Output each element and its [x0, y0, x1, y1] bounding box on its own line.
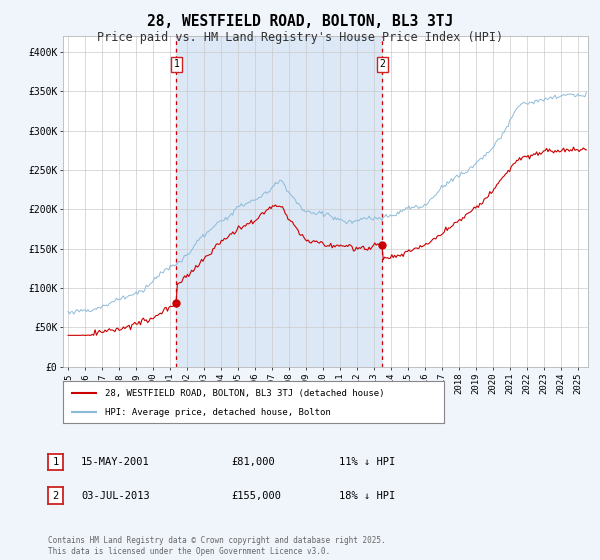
- Text: 15-MAY-2001: 15-MAY-2001: [81, 457, 150, 467]
- Text: 2: 2: [379, 59, 385, 69]
- Text: 28, WESTFIELD ROAD, BOLTON, BL3 3TJ: 28, WESTFIELD ROAD, BOLTON, BL3 3TJ: [147, 14, 453, 29]
- Text: £155,000: £155,000: [231, 491, 281, 501]
- Text: HPI: Average price, detached house, Bolton: HPI: Average price, detached house, Bolt…: [105, 408, 331, 417]
- Text: Contains HM Land Registry data © Crown copyright and database right 2025.
This d: Contains HM Land Registry data © Crown c…: [48, 536, 386, 556]
- Text: Price paid vs. HM Land Registry's House Price Index (HPI): Price paid vs. HM Land Registry's House …: [97, 31, 503, 44]
- Text: 2: 2: [52, 491, 59, 501]
- Text: 1: 1: [173, 59, 179, 69]
- Text: 03-JUL-2013: 03-JUL-2013: [81, 491, 150, 501]
- Text: £81,000: £81,000: [231, 457, 275, 467]
- Bar: [176, 36, 382, 367]
- Text: 28, WESTFIELD ROAD, BOLTON, BL3 3TJ (detached house): 28, WESTFIELD ROAD, BOLTON, BL3 3TJ (det…: [105, 389, 385, 398]
- Text: 1: 1: [52, 457, 59, 467]
- Text: 18% ↓ HPI: 18% ↓ HPI: [339, 491, 395, 501]
- Text: 11% ↓ HPI: 11% ↓ HPI: [339, 457, 395, 467]
